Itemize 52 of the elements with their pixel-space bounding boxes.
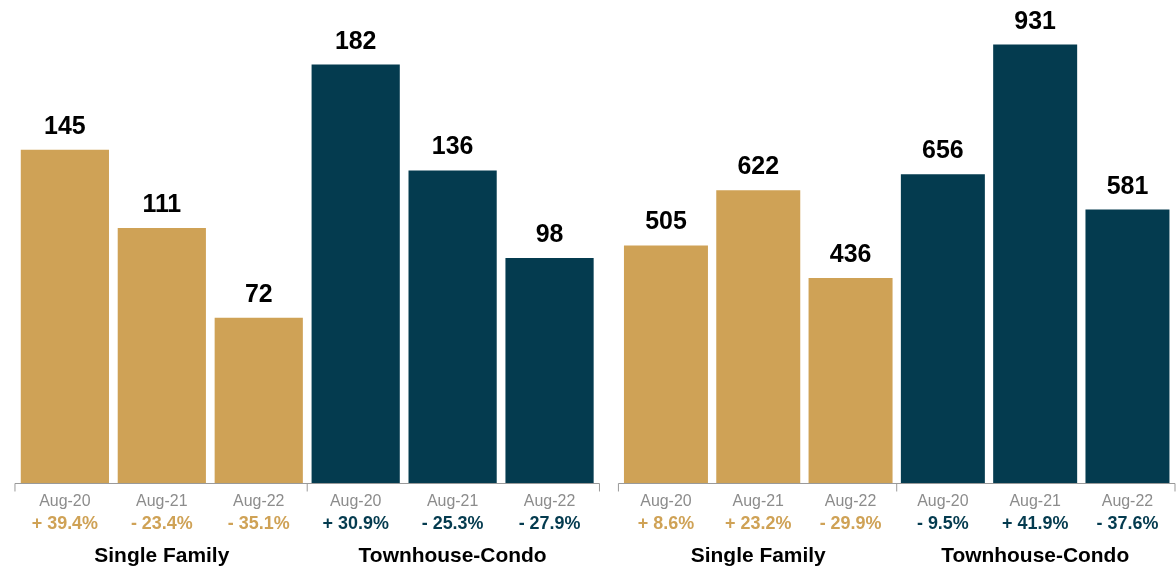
x-tick-label: Aug-22 <box>1101 491 1154 509</box>
data-label: 136 <box>431 131 474 160</box>
data-label: 182 <box>334 25 377 54</box>
x-tick-label: Aug-20 <box>39 491 91 509</box>
x-tick-label: Aug-22 <box>523 491 576 509</box>
data-label: 581 <box>1106 170 1149 199</box>
data-label: 98 <box>535 218 564 247</box>
bar <box>214 317 303 484</box>
data-label: 72 <box>244 278 273 307</box>
text: Townhouse-Condo <box>941 543 1130 567</box>
x-tick-label: Aug-22 <box>233 491 285 509</box>
bar <box>117 227 206 484</box>
data-label: 656 <box>922 135 964 164</box>
text: - 25.3% <box>421 513 484 534</box>
x-tick-label: Aug-21 <box>1009 491 1061 509</box>
data-label: 436 <box>829 239 872 267</box>
bar <box>900 174 985 484</box>
text: + 39.4% <box>31 513 99 534</box>
text: - 23.4% <box>130 513 193 534</box>
data-label: 622 <box>737 151 780 180</box>
text: + 8.6% <box>637 513 695 534</box>
x-tick-label: Aug-21 <box>136 491 188 509</box>
data-label: 111 <box>142 189 182 218</box>
x-tick-label: Aug-21 <box>732 491 785 509</box>
text: + 41.9% <box>1002 513 1069 534</box>
bar <box>808 277 893 484</box>
bar <box>1085 209 1170 484</box>
text: + 23.2% <box>725 513 792 534</box>
x-tick-label: Aug-20 <box>329 491 382 509</box>
bar <box>993 44 1078 484</box>
x-tick-label: Aug-20 <box>917 491 969 509</box>
bar <box>716 190 801 484</box>
bar <box>505 257 594 484</box>
bar <box>408 170 497 484</box>
text: - 37.6% <box>1096 513 1159 534</box>
data-label: 931 <box>1014 5 1057 34</box>
bar <box>20 149 109 484</box>
x-tick-label: Aug-20 <box>640 491 692 509</box>
text: - 29.9% <box>819 513 882 534</box>
bar <box>311 64 400 484</box>
text: Townhouse-Condo <box>358 543 547 567</box>
x-tick-label: Aug-21 <box>426 491 479 509</box>
data-label: 145 <box>44 110 86 139</box>
data-label: 505 <box>645 206 687 235</box>
text: Single Family <box>690 543 827 567</box>
x-tick-label: Aug-22 <box>824 491 877 509</box>
text: + 30.9% <box>322 513 389 534</box>
text: Single Family <box>94 543 230 567</box>
text: - 27.9% <box>518 513 581 534</box>
bar <box>623 245 708 484</box>
text: - 9.5% <box>916 513 969 534</box>
text: - 35.1% <box>227 513 290 534</box>
